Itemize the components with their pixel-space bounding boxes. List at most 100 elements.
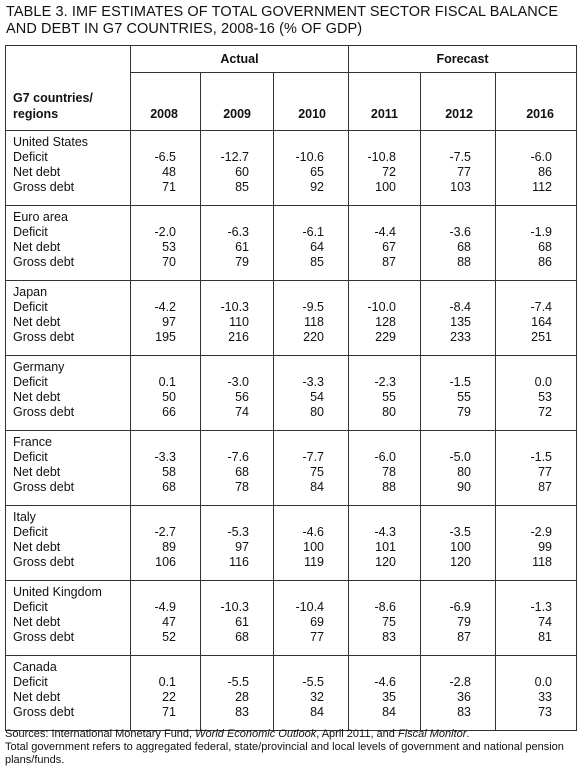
- label-cell: United States Deficit Net debt Gross debt: [5, 130, 131, 206]
- value: 60: [235, 165, 249, 179]
- value: -2.7: [154, 525, 176, 539]
- value: 85: [310, 255, 325, 269]
- row-label: Gross debt: [13, 330, 75, 344]
- value-cell: -8.6 75 83: [348, 580, 422, 656]
- value: 73: [538, 705, 553, 719]
- value: 86: [538, 165, 553, 179]
- value: 92: [310, 180, 325, 194]
- notes: Sources: International Monetary Fund, Wo…: [5, 728, 577, 767]
- value: -3.3: [154, 450, 176, 464]
- value: -4.9: [154, 600, 176, 614]
- value-cell: -4.6 35 84: [348, 655, 422, 731]
- value: 106: [155, 555, 176, 569]
- value: -5.3: [227, 525, 249, 539]
- value-cell: -8.4 135 233: [420, 280, 497, 356]
- value: 35: [382, 690, 397, 704]
- country-name: Italy: [13, 510, 36, 524]
- value: -6.9: [449, 600, 472, 614]
- value: -9.5: [302, 300, 325, 314]
- label-cell: Canada Deficit Net debt Gross debt: [5, 655, 131, 731]
- value-cell: -1.9 68 86: [495, 205, 578, 281]
- value: 0.1: [158, 375, 176, 389]
- value: 74: [538, 615, 553, 629]
- value: 135: [450, 315, 472, 329]
- note: Total government refers to aggregated fe…: [5, 741, 564, 766]
- value-cell: -1.3 74 81: [495, 580, 578, 656]
- source-text: World Economic Outlook: [195, 728, 317, 740]
- row-header-cell: G7 countries/ regions: [5, 45, 131, 131]
- country-group: United States Deficit Net debt Gross debt -6…: [5, 130, 578, 206]
- value: 103: [450, 180, 472, 194]
- value: -10.6: [295, 150, 325, 164]
- row-label: Gross debt: [13, 180, 75, 194]
- value: 80: [457, 465, 472, 479]
- value: 80: [310, 405, 325, 419]
- row-label: Deficit: [13, 150, 48, 164]
- row-label: Deficit: [13, 300, 48, 314]
- value: 33: [538, 690, 553, 704]
- value: 116: [229, 555, 249, 569]
- value: -10.8: [367, 150, 397, 164]
- value: 83: [457, 705, 472, 719]
- value: 54: [310, 390, 325, 404]
- value: 64: [310, 240, 325, 254]
- value: -8.6: [374, 600, 397, 614]
- value-cell: -2.0 53 70: [130, 205, 201, 281]
- value: 68: [538, 240, 553, 254]
- value: -4.6: [374, 675, 397, 689]
- country-group: Canada Deficit Net debt Gross debt 0.1 22 71 -5…: [5, 655, 578, 731]
- value-cell: -4.2 97 195: [130, 280, 201, 356]
- value: 75: [382, 615, 397, 629]
- value: 99: [538, 540, 553, 554]
- column-header: 2010: [272, 72, 350, 131]
- value-cell: -6.3 61 79: [200, 205, 274, 281]
- value-cell: -10.3 61 68: [200, 580, 274, 656]
- value: 56: [235, 390, 249, 404]
- value-cell: -5.3 97 116: [200, 505, 274, 581]
- table-header: G7 countries/ regions Actual Forecast 2008 2…: [5, 45, 578, 131]
- value: 66: [162, 405, 176, 419]
- value: 68: [162, 480, 176, 494]
- column-header: 2012: [420, 72, 497, 131]
- value-cell: -6.1 64 85: [272, 205, 350, 281]
- country-group: Germany Deficit Net debt Gross debt 0.1 50 66-…: [5, 355, 578, 431]
- title-line: AND DEBT IN G7 COUNTRIES, 2008-16 (% OF …: [6, 21, 363, 37]
- value: -4.4: [374, 225, 397, 239]
- country-group: Euro area Deficit Net debt Gross debt -2.0 53…: [5, 205, 578, 281]
- value: 69: [310, 615, 325, 629]
- value: 84: [310, 705, 325, 719]
- row-label: Net debt: [13, 240, 61, 254]
- value: -7.4: [530, 300, 553, 314]
- country-name: Japan: [13, 285, 48, 299]
- value: 52: [162, 630, 176, 644]
- value-cell: -3.3 58 68: [130, 430, 201, 506]
- value: 77: [538, 465, 553, 479]
- country-name: Germany: [13, 360, 65, 374]
- value: 48: [162, 165, 176, 179]
- value-cell: -10.4 69 77: [272, 580, 350, 656]
- value: -8.4: [449, 300, 472, 314]
- value-cell: -7.7 75 84: [272, 430, 350, 506]
- data-table: G7 countries/ regions Actual Forecast 2008 2…: [5, 45, 578, 731]
- value-cell: -10.0 128 229: [348, 280, 422, 356]
- value: 78: [382, 465, 397, 479]
- value: -4.3: [374, 525, 397, 539]
- value: 75: [310, 465, 325, 479]
- row-label: Net debt: [13, 315, 61, 329]
- label-cell: Euro area Deficit Net debt Gross debt: [5, 205, 131, 281]
- row-label: Deficit: [13, 525, 48, 539]
- value: 67: [382, 240, 397, 254]
- title-line: TABLE 3. IMF ESTIMATES OF TOTAL GOVERNME…: [6, 4, 559, 20]
- value: 50: [162, 390, 176, 404]
- value: 53: [162, 240, 176, 254]
- value: 85: [235, 180, 249, 194]
- value: 233: [450, 330, 472, 344]
- table-title: TABLE 3. IMF ESTIMATES OF TOTAL GOVERNME…: [6, 4, 558, 38]
- value-cell: -12.7 60 85: [200, 130, 274, 206]
- row-label: Net debt: [13, 690, 61, 704]
- row-label: Net debt: [13, 540, 61, 554]
- value-cell: -4.9 47 52: [130, 580, 201, 656]
- value: 81: [538, 630, 553, 644]
- value-cell: -5.5 32 84: [272, 655, 350, 731]
